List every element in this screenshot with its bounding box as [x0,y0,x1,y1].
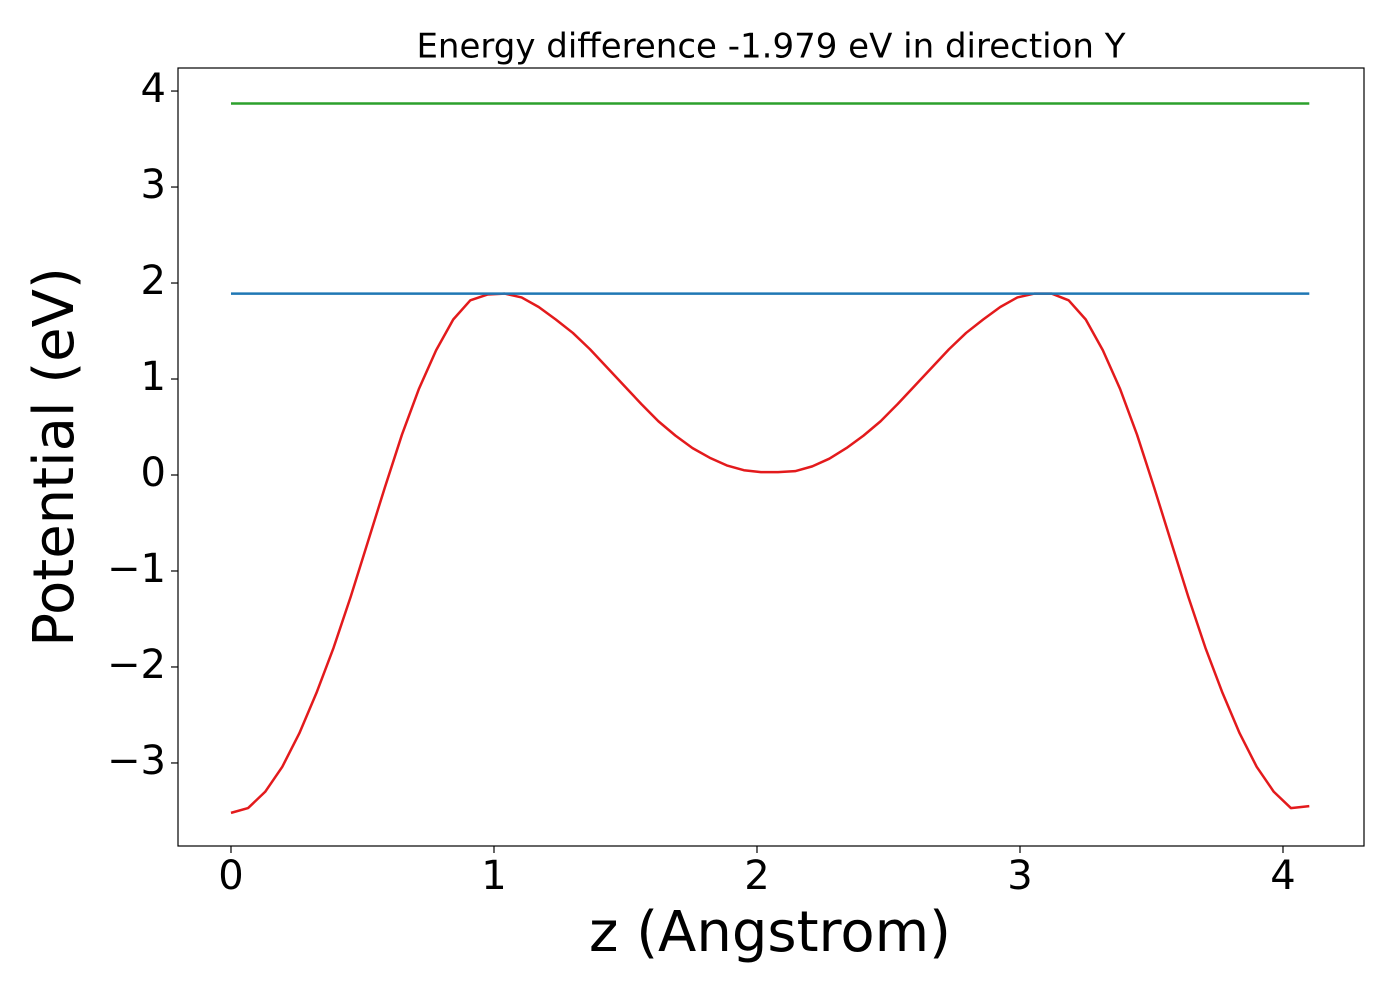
y-tick-label: 1 [141,354,166,400]
x-tick-label: 0 [218,853,243,899]
x-tick-label: 2 [744,853,769,899]
x-tick-label: 4 [1270,853,1295,899]
x-axis-label: z (Angstrom) [589,900,951,965]
y-tick-label: −3 [107,738,166,784]
y-tick-label: 2 [141,258,166,304]
y-tick-label: −1 [107,546,166,592]
line-series [230,292,1310,815]
chart-title: Energy difference -1.979 eV in direction… [416,27,1125,67]
y-tick-label: 3 [141,162,166,208]
x-tick-label: 3 [1007,853,1032,899]
y-tick-label: 4 [141,66,166,112]
plot-frame [177,67,1365,847]
y-axis-label: Potential (eV) [22,267,87,647]
y-tick-label: 0 [141,450,166,496]
y-tick-label: −2 [107,642,166,688]
x-tick-label: 1 [481,853,506,899]
